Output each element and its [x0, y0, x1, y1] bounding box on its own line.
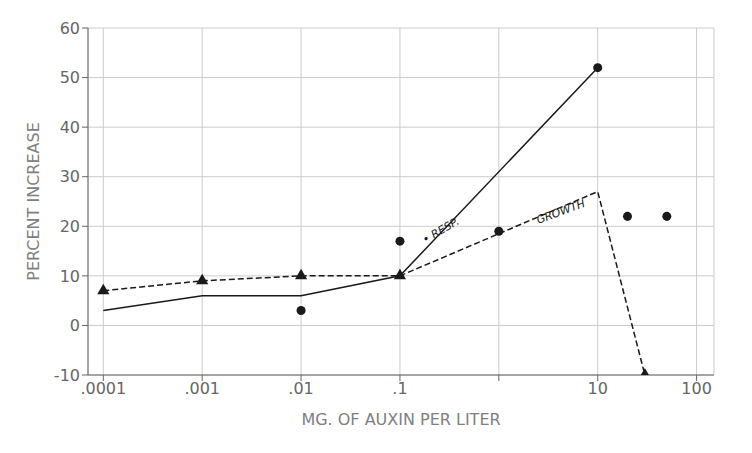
- svg-text:100: 100: [681, 379, 712, 398]
- svg-text:0: 0: [70, 316, 80, 335]
- svg-text:10: 10: [588, 379, 608, 398]
- svg-text:• RESP.: • RESP.: [420, 215, 461, 246]
- svg-text:50: 50: [60, 68, 80, 87]
- svg-text:GROWTH: GROWTH: [535, 197, 587, 227]
- svg-text:.001: .001: [184, 379, 220, 398]
- svg-text:10: 10: [60, 267, 80, 286]
- svg-text:.01: .01: [288, 379, 313, 398]
- svg-text:20: 20: [60, 217, 80, 236]
- svg-text:.1: .1: [392, 379, 407, 398]
- svg-text:30: 30: [60, 167, 80, 186]
- svg-text:MG. OF AUXIN PER LITER: MG. OF AUXIN PER LITER: [301, 410, 500, 429]
- svg-text:-10: -10: [54, 366, 80, 385]
- svg-text:60: 60: [60, 19, 80, 38]
- svg-text:PERCENT INCREASE: PERCENT INCREASE: [24, 122, 43, 280]
- svg-text:40: 40: [60, 118, 80, 137]
- svg-text:.0001: .0001: [80, 379, 126, 398]
